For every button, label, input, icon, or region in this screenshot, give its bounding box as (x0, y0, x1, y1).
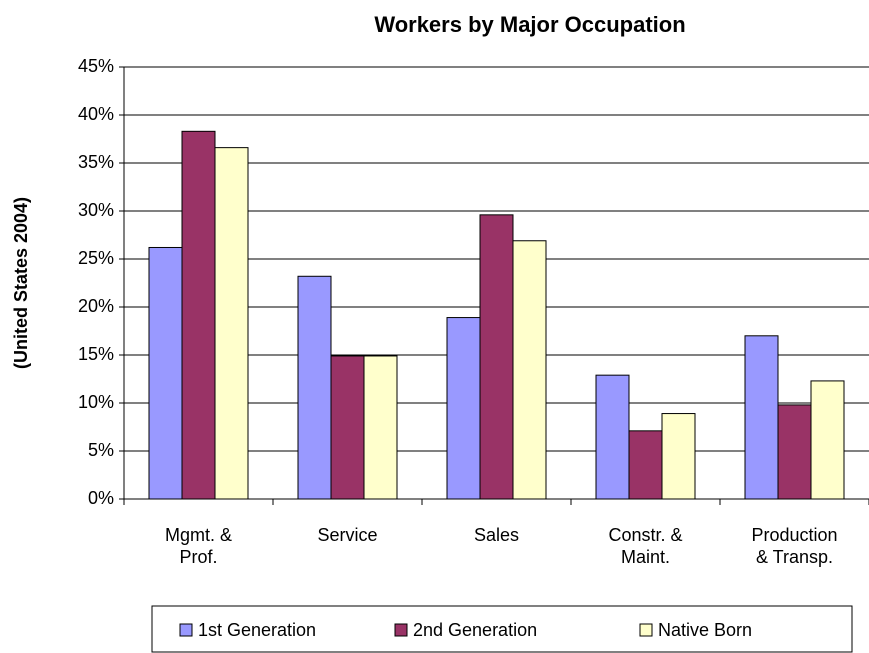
bar (479, 214, 514, 500)
y-tick-label: 20% (78, 296, 114, 316)
y-tick-label: 45% (78, 56, 114, 76)
y-tick-label: 10% (78, 392, 114, 412)
bar (148, 246, 183, 500)
bar (661, 413, 696, 500)
bar (512, 240, 547, 500)
chart-title: Workers by Major Occupation (374, 12, 685, 37)
bar (363, 355, 398, 500)
y-tick-label: 35% (78, 152, 114, 172)
x-tick-label: Constr. & Maint. (608, 525, 683, 567)
legend-box (151, 605, 853, 653)
bar (628, 430, 663, 500)
y-tick-label: 40% (78, 104, 114, 124)
bar (181, 130, 216, 500)
bar (810, 380, 845, 500)
bar (446, 317, 481, 500)
x-tick-label: Production & Transp. (751, 525, 838, 567)
legend-label: Native Born (658, 620, 752, 640)
legend-label: 1st Generation (198, 620, 316, 640)
legend-swatch (639, 623, 653, 637)
y-tick-label: 0% (88, 488, 114, 508)
bar (214, 147, 249, 500)
y-tick-label: 25% (78, 248, 114, 268)
x-tick-label: Service (317, 525, 378, 545)
legend-swatch (179, 623, 193, 637)
x-tick-label: Sales (473, 525, 520, 545)
x-tick-label: Mgmt. & Prof. (164, 525, 232, 567)
legend-swatch (394, 623, 408, 637)
y-axis-label: (United States 2004) (11, 197, 31, 369)
y-tick-label: 30% (78, 200, 114, 220)
legend-label: 2nd Generation (413, 620, 537, 640)
y-tick-label: 5% (88, 440, 114, 460)
bar (744, 335, 779, 500)
bar (330, 355, 365, 500)
bar (297, 275, 332, 500)
y-tick-label: 15% (78, 344, 114, 364)
bar (777, 404, 812, 500)
bar (595, 374, 630, 500)
